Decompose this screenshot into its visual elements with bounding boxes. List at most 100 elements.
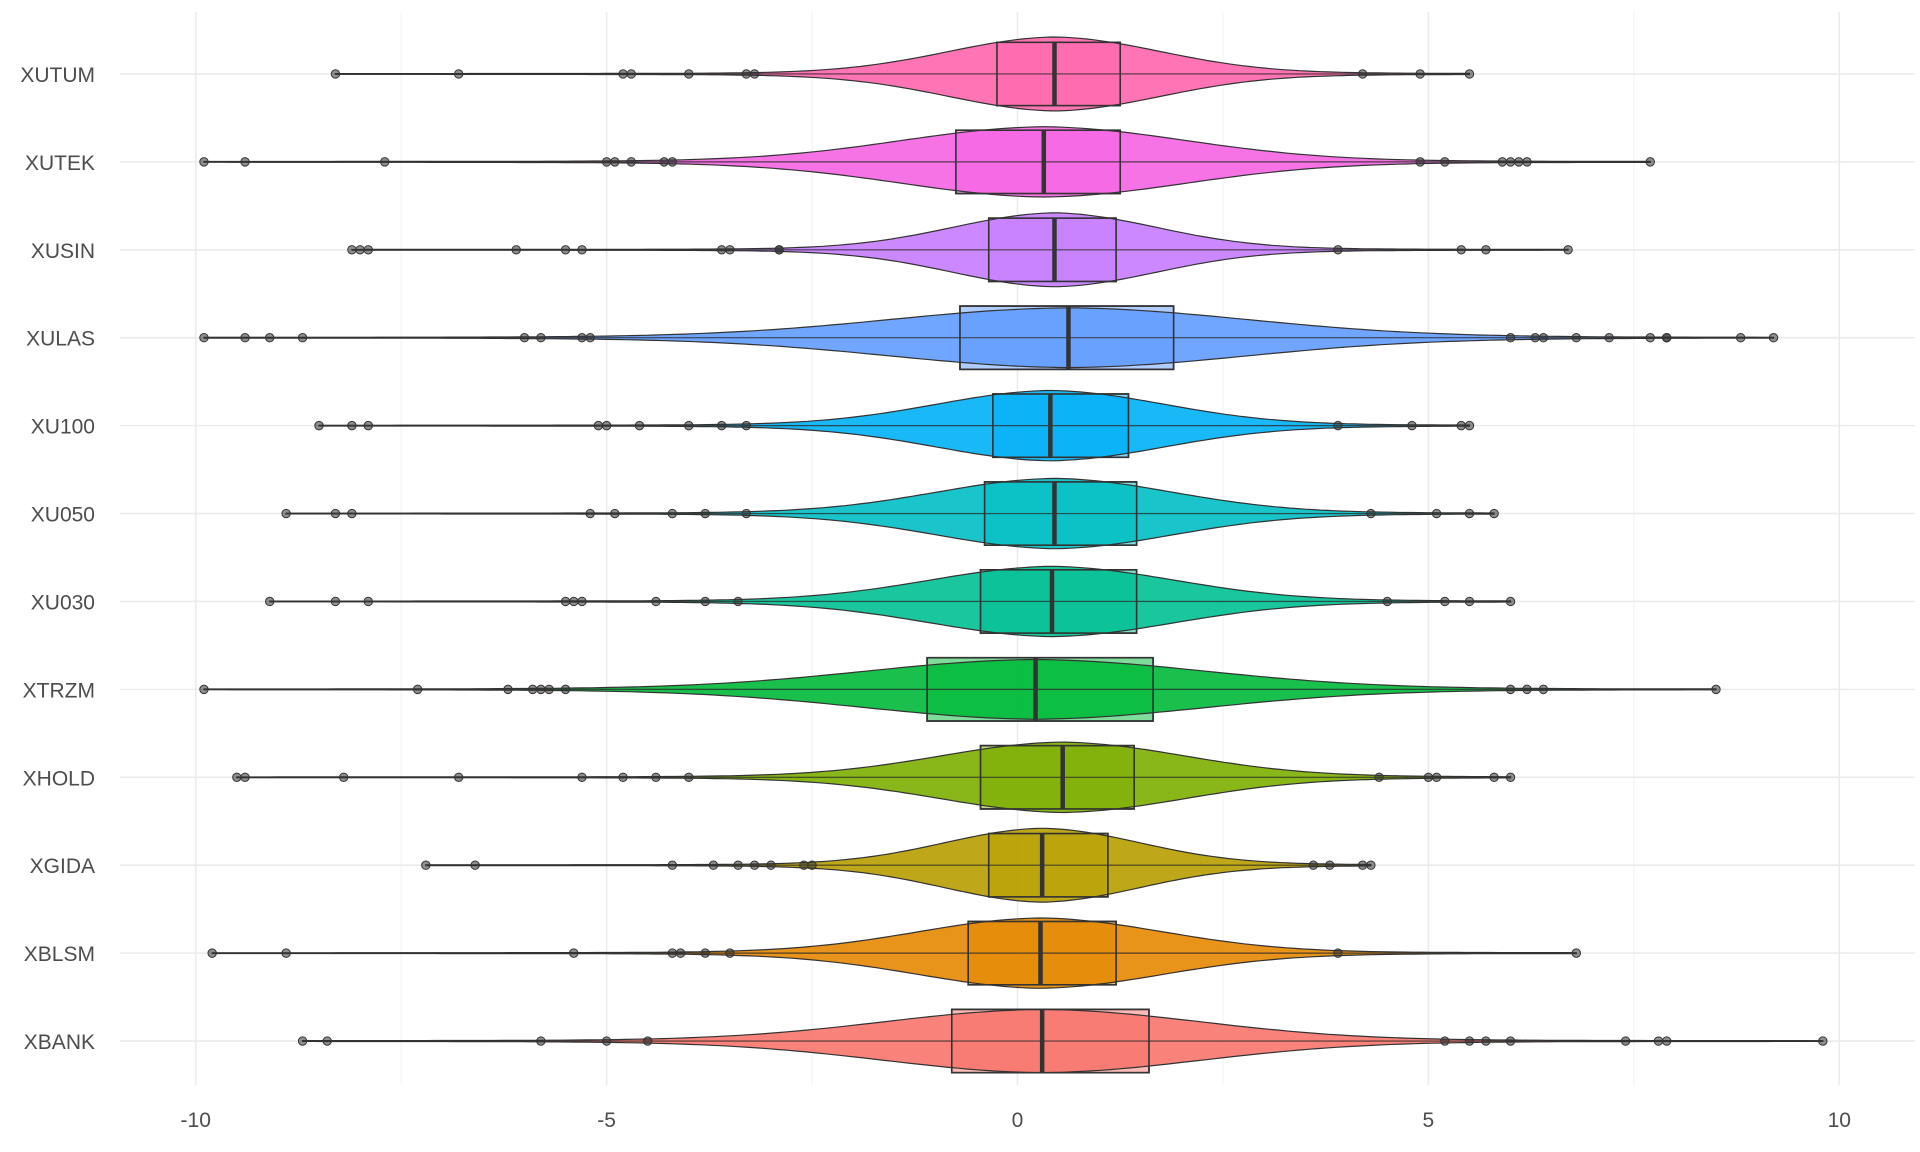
outlier-point: [1661, 1036, 1672, 1046]
outlier-point: [1415, 157, 1425, 167]
outlier-point: [355, 245, 365, 255]
x-tick-label: 5: [1423, 1109, 1435, 1132]
outlier-point: [347, 420, 357, 431]
series-xu030: [264, 565, 1516, 638]
outlier-point: [601, 420, 612, 431]
outlier-point: [610, 157, 620, 167]
outlier-point: [716, 245, 727, 255]
outlier-point: [1325, 860, 1335, 870]
outlier-point: [741, 69, 752, 79]
x-tick-label: 10: [1828, 1109, 1851, 1132]
series-xu100: [314, 389, 1475, 462]
outlier-point: [314, 420, 324, 431]
outlier-point: [626, 69, 636, 79]
outlier-point: [380, 157, 390, 167]
y-category-label: XBANK: [24, 1031, 95, 1054]
series-xtrzm: [199, 656, 1721, 722]
outlier-point: [733, 596, 743, 607]
outlier-point: [1735, 333, 1746, 343]
outlier-point: [1522, 684, 1532, 695]
outlier-point: [1711, 684, 1721, 695]
series-xutek: [199, 126, 1655, 198]
outlier-point: [749, 860, 760, 870]
outlier-point: [330, 69, 341, 79]
outlier-point: [725, 245, 735, 255]
outlier-point: [240, 157, 250, 167]
outlier-point: [454, 69, 464, 79]
outlier-point: [1818, 1036, 1828, 1046]
outlier-point: [684, 772, 694, 782]
outlier-point: [684, 420, 694, 431]
outlier-point: [700, 596, 710, 607]
outlier-point: [412, 684, 423, 695]
outlier-point: [454, 772, 464, 782]
outlier-point: [577, 772, 587, 782]
outlier-point: [585, 333, 595, 343]
x-tick-label: -5: [597, 1109, 616, 1132]
outlier-point: [1514, 157, 1524, 167]
outlier-point: [1333, 245, 1343, 255]
outlier-point: [1645, 333, 1655, 343]
outlier-point: [1407, 420, 1417, 431]
outlier-point: [264, 333, 275, 343]
outlier-point: [1440, 157, 1450, 167]
outlier-point: [511, 245, 521, 255]
y-axis-category-labels: XUTUM XUTEK XUSIN XULAS XU100 XU050 XU030 XTRZM…: [20, 64, 95, 1054]
outlier-point: [593, 420, 604, 431]
outlier-point: [700, 508, 710, 519]
outlier-point: [618, 69, 628, 79]
y-category-label: XU050: [31, 504, 95, 527]
outlier-point: [659, 157, 669, 167]
outlier-point: [338, 772, 349, 782]
outlier-point: [1530, 333, 1540, 343]
outlier-point: [199, 684, 209, 695]
outlier-point: [1464, 596, 1475, 607]
outlier-point: [1366, 508, 1376, 519]
outlier-point: [807, 860, 817, 870]
outlier-point: [1423, 772, 1434, 782]
outlier-point: [330, 508, 341, 519]
outlier-point: [1440, 596, 1450, 607]
outlier-point: [536, 333, 546, 343]
outlier-point: [1505, 772, 1516, 782]
series-xutum: [330, 36, 1475, 112]
outlier-point: [626, 157, 636, 167]
outlier-point: [363, 245, 374, 255]
outlier-point: [363, 420, 374, 431]
outlier-point: [1464, 69, 1475, 79]
outlier-point: [1505, 1036, 1516, 1046]
outlier-point: [618, 772, 628, 782]
outlier-point: [232, 772, 242, 782]
outlier-point: [560, 245, 571, 255]
outlier-point: [675, 948, 686, 958]
outlier-point: [1464, 1036, 1475, 1046]
outlier-point: [421, 860, 431, 870]
outlier-point: [1464, 420, 1475, 431]
outlier-point: [1653, 1036, 1664, 1046]
plot-layer: [199, 36, 1828, 1074]
outlier-point: [281, 508, 291, 519]
y-category-label: XHOLD: [23, 767, 95, 790]
outlier-point: [643, 1036, 653, 1046]
outlier-point: [569, 948, 579, 958]
outlier-point: [1431, 508, 1442, 519]
outlier-point: [1456, 420, 1466, 431]
outlier-point: [527, 684, 538, 695]
outlier-point: [799, 860, 809, 870]
outlier-point: [297, 333, 308, 343]
outlier-point: [1620, 1036, 1631, 1046]
outlier-point: [1481, 1036, 1491, 1046]
outlier-point: [667, 948, 678, 958]
outlier-point: [1505, 157, 1516, 167]
outlier-point: [560, 684, 571, 695]
outlier-point: [774, 245, 784, 255]
outlier-point: [577, 245, 587, 255]
series-xulas: [199, 305, 1779, 371]
outlier-point: [733, 860, 743, 870]
outlier-point: [347, 245, 357, 255]
outlier-point: [569, 596, 579, 607]
outlier-point: [1571, 333, 1581, 343]
outlier-point: [667, 508, 678, 519]
outlier-point: [610, 508, 620, 519]
series-xhold: [232, 741, 1516, 814]
